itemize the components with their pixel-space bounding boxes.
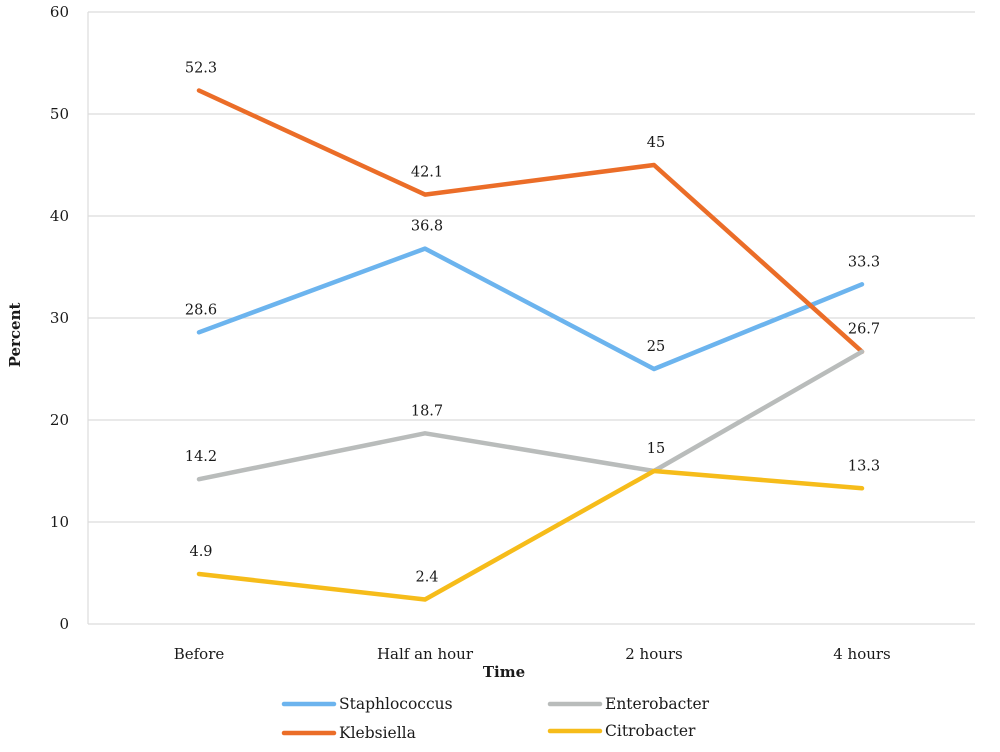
legend-label-klebsiella: Klebsiella bbox=[339, 724, 416, 742]
data-label: 2.4 bbox=[415, 570, 438, 586]
data-label: 42.1 bbox=[411, 165, 443, 181]
data-label: 13.3 bbox=[848, 458, 880, 474]
x-axis-title: Time bbox=[483, 663, 525, 681]
data-label: 36.8 bbox=[411, 219, 443, 235]
y-tick-label: 30 bbox=[50, 309, 69, 327]
y-tick-label: 20 bbox=[50, 411, 69, 429]
data-label: 4.9 bbox=[189, 544, 212, 560]
series-line-klebsiella bbox=[196, 88, 865, 354]
data-label: 18.7 bbox=[411, 403, 443, 419]
data-label: 45 bbox=[647, 135, 665, 151]
y-tick-label: 60 bbox=[50, 3, 69, 21]
y-tick-label: 0 bbox=[59, 615, 69, 633]
data-label: 52.3 bbox=[185, 61, 217, 77]
series-line-staphlococcus bbox=[196, 246, 865, 372]
data-label: 28.6 bbox=[185, 302, 217, 318]
series-line-enterobacter bbox=[196, 349, 865, 482]
legend-label-citrobacter: Citrobacter bbox=[605, 722, 696, 740]
x-tick-label: Before bbox=[174, 645, 225, 663]
x-tick-label: Half an hour bbox=[377, 645, 474, 663]
legend: Staphlococcus Klebsiella Enterobacter Citro… bbox=[281, 695, 710, 742]
data-label: 33.3 bbox=[848, 254, 880, 270]
x-axis-ticks: Before Half an hour 2 hours 4 hours bbox=[174, 645, 891, 663]
data-label: 14.2 bbox=[185, 449, 217, 465]
series-line-citrobacter bbox=[196, 468, 865, 602]
legend-label-enterobacter: Enterobacter bbox=[605, 695, 710, 713]
x-tick-label: 4 hours bbox=[833, 645, 891, 663]
data-label: 26.7 bbox=[848, 322, 880, 338]
gridlines bbox=[87, 11, 975, 625]
y-tick-label: 10 bbox=[50, 513, 69, 531]
data-labels: 28.6 36.8 25 33.3 52.3 42.1 45 14.2 18.7 26.7 4.9 2… bbox=[185, 61, 880, 586]
y-axis-title: Percent bbox=[6, 303, 24, 368]
data-label: 15 bbox=[647, 441, 665, 457]
data-label: 25 bbox=[647, 339, 665, 355]
y-tick-label: 50 bbox=[50, 105, 69, 123]
x-tick-label: 2 hours bbox=[625, 645, 683, 663]
y-tick-label: 40 bbox=[50, 207, 69, 225]
series-lines bbox=[196, 88, 865, 602]
y-axis-ticks: 0 10 20 30 40 50 60 bbox=[50, 3, 69, 633]
legend-label-staphlococcus: Staphlococcus bbox=[339, 695, 453, 713]
